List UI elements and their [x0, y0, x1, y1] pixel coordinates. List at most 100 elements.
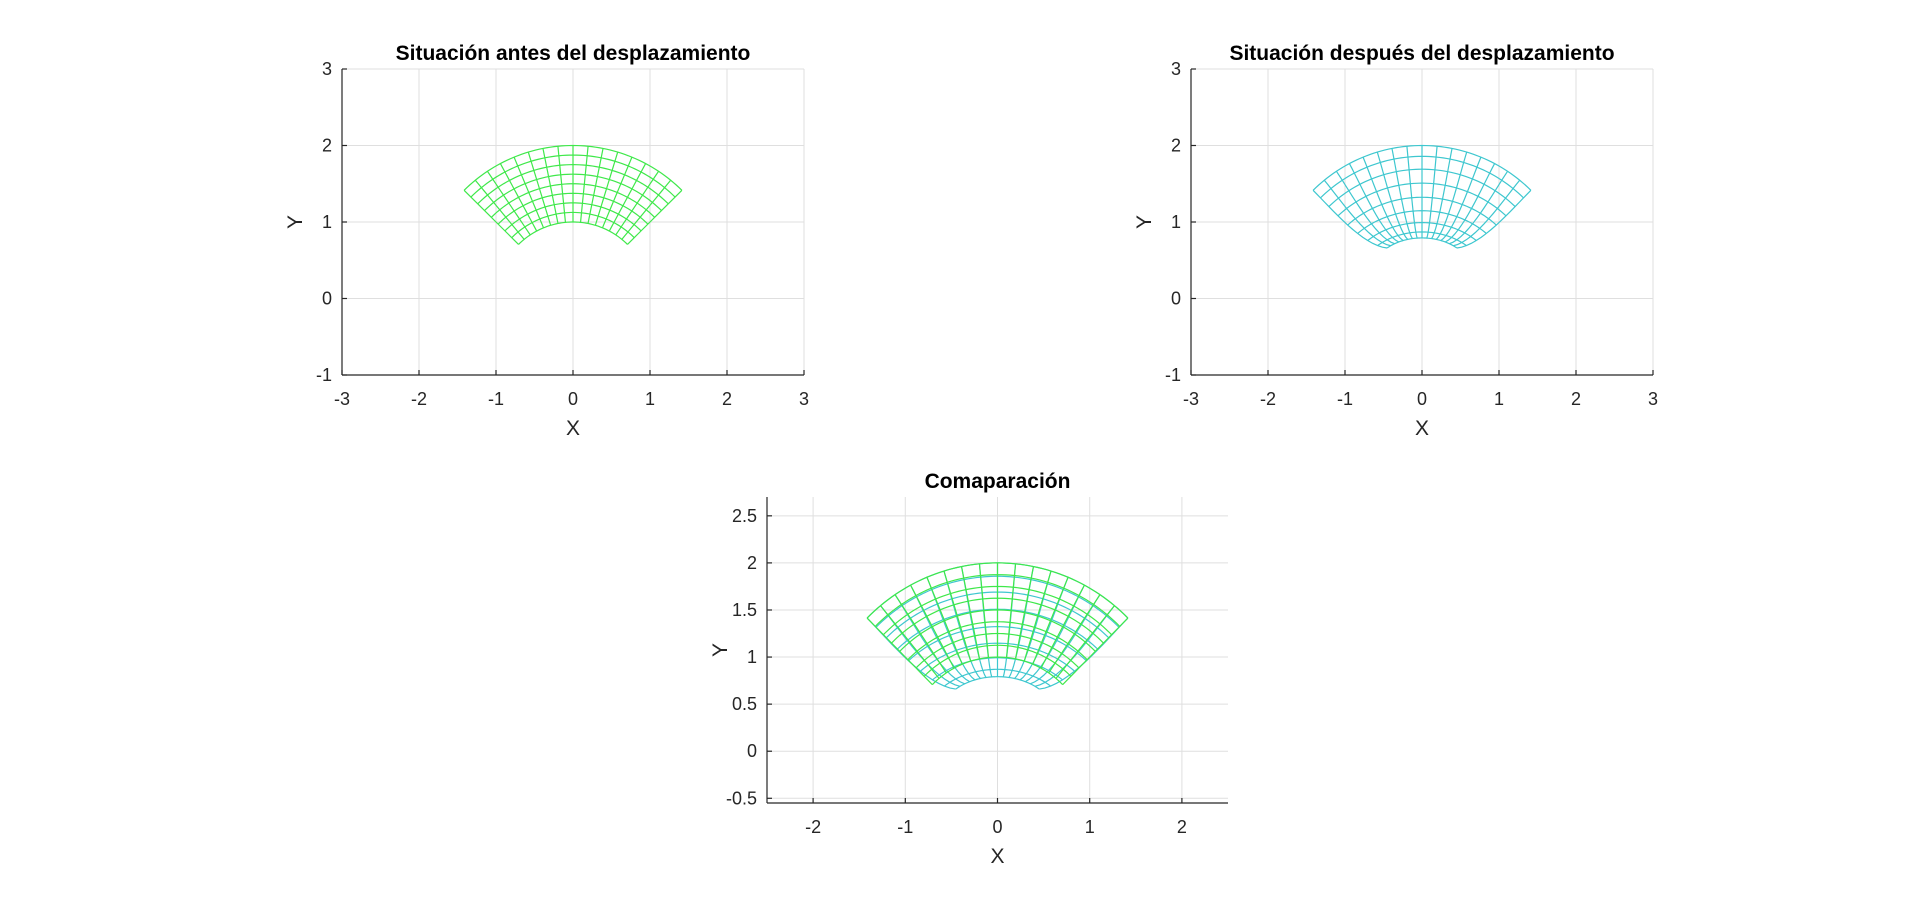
mesh-radial-line: [1431, 148, 1453, 239]
mesh-radial-line: [1444, 163, 1496, 243]
x-axis-label: X: [990, 845, 1004, 868]
mesh-radial-line: [621, 179, 672, 240]
x-tick-label: 3: [799, 389, 809, 409]
mesh-radial-line: [463, 189, 519, 245]
mesh-radial-line: [1335, 170, 1395, 245]
mesh-radial-line: [486, 170, 531, 236]
x-axis-label: X: [566, 417, 580, 440]
mesh-radial-line: [1023, 570, 1052, 662]
y-tick-label: 2.5: [732, 506, 757, 526]
mesh-radial-line: [943, 570, 972, 662]
mesh-radial-line: [615, 170, 660, 236]
chart-title: Situación después del desplazamiento: [1229, 42, 1614, 65]
mesh-radial-line: [601, 156, 633, 229]
x-tick-label: 2: [1571, 389, 1581, 409]
x-tick-label: 0: [568, 389, 578, 409]
mesh-radial-line: [1062, 617, 1129, 686]
x-tick-label: 1: [1494, 389, 1504, 409]
x-tick-label: -2: [1260, 389, 1276, 409]
mesh-radial-line: [1456, 189, 1532, 249]
y-tick-label: 3: [322, 59, 332, 79]
y-axis-label: Y: [284, 215, 307, 229]
y-tick-label: 3: [1171, 59, 1181, 79]
mesh-radial-line: [926, 577, 963, 665]
x-tick-label: -1: [897, 817, 913, 837]
y-tick-label: 1: [322, 212, 332, 232]
mesh-after: [1312, 144, 1532, 249]
mesh-before: [463, 144, 683, 245]
mesh-radial-line: [1032, 577, 1069, 665]
chart-title: Comaparación: [925, 470, 1071, 493]
y-tick-label: 1: [747, 647, 757, 667]
mesh-radial-line: [880, 605, 940, 679]
mesh-before: [866, 562, 1129, 686]
mesh-radial-line: [499, 163, 538, 232]
y-tick-label: 0.5: [732, 694, 757, 714]
y-tick-label: -1: [1165, 365, 1181, 385]
subplot-1: -3 -2 -1 0 1 2 3 -1 0 1 2 3 Situación antes del desp…: [284, 42, 809, 440]
mesh-radial-line: [1039, 617, 1129, 690]
x-tick-label: 2: [1177, 817, 1187, 837]
y-tick-label: 0: [322, 289, 332, 309]
mesh-radial-line: [1312, 189, 1388, 249]
mesh-radial-line: [527, 151, 552, 226]
subplot-3: -2 -1 0 1 2 -0.5 0 0.5 1 1.5 2 2.5 Comaparación X Y: [709, 470, 1228, 868]
y-tick-label: 2: [322, 136, 332, 156]
subplot-2: -3 -2 -1 0 1 2 3 -1 0 1 2 3 Situación después del de…: [1133, 42, 1658, 440]
mesh-radial-line: [1362, 156, 1404, 242]
mesh-radial-line: [1426, 146, 1438, 239]
mesh-radial-line: [594, 151, 619, 226]
mesh-radial-line: [866, 617, 956, 690]
x-tick-label: 1: [645, 389, 655, 409]
mesh-radial-line: [627, 189, 683, 245]
x-tick-label: 2: [722, 389, 732, 409]
mesh-radial-line: [1323, 179, 1391, 247]
mesh-radial-line: [1048, 594, 1101, 674]
x-tick-label: 0: [1417, 389, 1427, 409]
mesh-radial-line: [1055, 605, 1115, 679]
x-tick-label: 1: [1085, 817, 1095, 837]
x-tick-label: -1: [1337, 389, 1353, 409]
y-tick-label: 0: [747, 741, 757, 761]
x-tick-label: -2: [411, 389, 427, 409]
mesh-radial-line: [978, 563, 990, 658]
y-axis-label: Y: [709, 643, 732, 657]
y-axis-label: Y: [1133, 215, 1156, 229]
y-tick-label: 1.5: [732, 600, 757, 620]
mesh-radial-line: [608, 163, 647, 232]
mesh-radial-line: [960, 566, 981, 659]
y-tick-label: 0: [1171, 289, 1181, 309]
x-tick-label: 3: [1648, 389, 1658, 409]
mesh-radial-line: [1005, 563, 1017, 658]
x-tick-label: -3: [334, 389, 350, 409]
mesh-radial-line: [1435, 151, 1468, 240]
mesh-radial-line: [557, 146, 567, 223]
mesh-radial-line: [474, 179, 525, 240]
mesh-radial-line: [1376, 151, 1409, 240]
mesh-radial-line: [513, 156, 545, 229]
mesh-radial-line: [587, 148, 604, 224]
mesh-radial-line: [1440, 156, 1482, 242]
y-tick-label: 2: [747, 553, 757, 573]
mesh-radial-line: [1391, 148, 1413, 239]
x-tick-label: -2: [805, 817, 821, 837]
x-tick-label: 0: [992, 817, 1002, 837]
mesh-radial-line: [866, 617, 933, 686]
mesh-radial-line: [894, 594, 947, 674]
mesh-radial-line: [542, 148, 559, 224]
y-tick-label: 2: [1171, 136, 1181, 156]
chart-title: Situación antes del desplazamiento: [396, 42, 751, 65]
mesh-radial-line: [1449, 170, 1509, 245]
y-tick-label: -1: [316, 365, 332, 385]
x-axis-label: X: [1415, 417, 1429, 440]
mesh-radial-line: [1014, 566, 1035, 659]
mesh-radial-line: [910, 584, 955, 669]
mesh-radial-line: [1406, 146, 1418, 239]
mesh-radial-line: [1453, 179, 1521, 247]
y-tick-label: 1: [1171, 212, 1181, 232]
mesh-radial-line: [1348, 163, 1400, 243]
y-tick-label: -0.5: [726, 788, 757, 808]
mesh-radial-line: [1040, 584, 1085, 669]
x-tick-label: -1: [488, 389, 504, 409]
